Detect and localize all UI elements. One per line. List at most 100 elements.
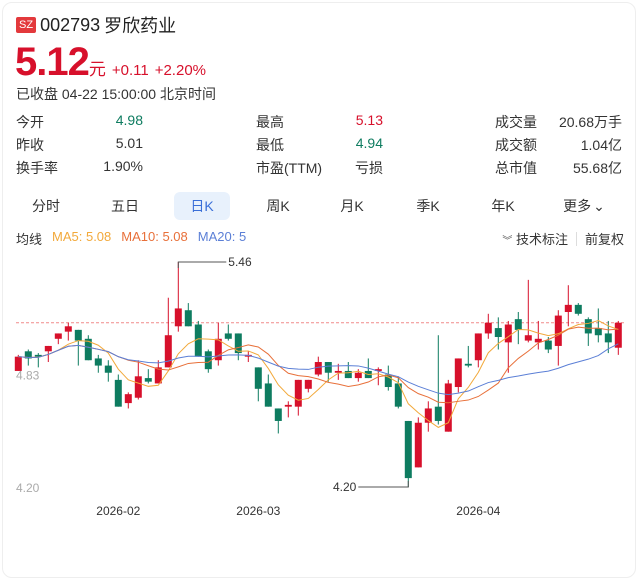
stock-name: 罗欣药业 — [104, 16, 177, 36]
chart-tools: ︾ 技术标注 前复权 — [502, 229, 624, 248]
chevron-down-icon: ⌄ — [593, 198, 605, 214]
min-price-label: 4.20 — [333, 480, 357, 494]
max-marker-line — [177, 261, 227, 268]
candle-body — [274, 408, 282, 421]
candle-body — [414, 422, 422, 468]
candle-body — [254, 367, 262, 389]
candle-body — [504, 324, 512, 343]
candle-body — [544, 340, 552, 350]
stat-label: 市盈(TTM) — [256, 160, 323, 176]
candle-body — [614, 322, 622, 348]
tab-0[interactable]: 分时 — [18, 192, 74, 220]
price-change: +0.11 — [111, 62, 149, 79]
candle-body — [174, 308, 182, 327]
price-row: 5.12 元 +0.11 +2.20% — [15, 40, 212, 85]
stock-header: SZ 002793 罗欣药业 — [16, 12, 176, 38]
candle-body — [314, 362, 322, 375]
stat-label: 成交量 — [495, 114, 537, 130]
candle-body — [134, 376, 142, 398]
tab-5[interactable]: 季K — [400, 192, 456, 220]
candle-body — [514, 319, 522, 330]
y-tick-label: 4.20 — [16, 481, 40, 495]
candle-body — [204, 351, 212, 370]
max-price-label: 5.46 — [228, 255, 252, 269]
x-tick-label: 2026-04 — [456, 504, 501, 518]
candle-body — [14, 356, 22, 371]
candle-body — [554, 315, 562, 346]
stat-label: 今开 — [16, 114, 44, 130]
candle-body — [584, 319, 592, 334]
tab-label: 五日 — [111, 198, 139, 214]
candle-body — [384, 374, 392, 388]
candle-body — [594, 328, 602, 336]
candle-body — [444, 383, 452, 432]
candle-body — [214, 338, 222, 361]
stat-label: 成交额 — [495, 137, 537, 153]
candle-body — [224, 333, 232, 339]
stat-value: 20.68万手 — [558, 114, 622, 130]
ma10-value: MA10: 5.08 — [121, 229, 188, 244]
candle-body — [194, 324, 202, 357]
candle-body — [344, 370, 352, 379]
tab-3[interactable]: 周K — [250, 192, 306, 220]
candle-body — [164, 335, 172, 368]
adjust-button[interactable]: 前复权 — [584, 232, 624, 247]
tab-6[interactable]: 年K — [475, 192, 531, 220]
candle-body — [304, 379, 312, 389]
tab-7[interactable]: 更多 ⌄ — [556, 192, 612, 220]
candle-body — [324, 362, 332, 373]
ma-legend: 均线 MA5: 5.08 MA10: 5.08 MA20: 5 — [16, 229, 246, 248]
candle-body — [604, 333, 612, 343]
candle-body — [524, 335, 532, 341]
candle-body — [64, 326, 72, 332]
stat-value: 1.90% — [103, 158, 143, 174]
kline-chart[interactable]: 4.83 4.20 5.46 4.20 — [0, 250, 638, 505]
candle-body — [294, 379, 302, 407]
price-unit: 元 — [88, 60, 106, 79]
candle-body — [94, 358, 102, 366]
tab-label: 月K — [340, 198, 364, 214]
candle-body — [144, 378, 152, 382]
candle-body — [474, 333, 482, 361]
tab-label: 更多 — [563, 198, 592, 214]
stat-value: 4.94 — [355, 135, 383, 151]
current-price: 5.12 — [15, 40, 90, 84]
x-tick-label: 2026-03 — [236, 504, 281, 518]
candle-body — [564, 304, 572, 313]
candle-body — [114, 379, 122, 407]
candle-body — [74, 329, 82, 341]
candle-body — [464, 363, 472, 366]
candle-body — [54, 333, 62, 339]
candle-body — [264, 383, 272, 407]
candle-body — [534, 338, 542, 343]
y-tick-label: 4.83 — [16, 369, 40, 383]
tab-2[interactable]: 日K — [174, 192, 230, 220]
tab-1[interactable]: 五日 — [97, 192, 153, 220]
price-change-pct: +2.20% — [154, 62, 206, 79]
candle-body — [184, 310, 192, 327]
stat-value: 1.04亿 — [580, 137, 622, 153]
stat-value: 5.01 — [115, 135, 143, 151]
period-tabs: 分时 五日 日K 周K 月K 季K 年K 更多 ⌄ — [0, 192, 638, 220]
candle-body — [454, 358, 462, 388]
stat-label: 总市值 — [495, 160, 537, 176]
candle-body — [234, 333, 242, 354]
annotate-toggle[interactable]: ︾ 技术标注 — [502, 229, 568, 248]
min-marker-line — [358, 481, 409, 488]
stat-label: 最高 — [256, 114, 284, 130]
candle-body — [44, 345, 52, 352]
tab-label: 年K — [491, 198, 515, 214]
annotate-label: 技术标注 — [515, 232, 568, 247]
candle-body — [434, 406, 442, 421]
tab-label: 分时 — [32, 198, 60, 214]
tab-label: 日K — [190, 198, 214, 214]
candle-body — [484, 322, 492, 334]
stock-code: 002793 — [40, 14, 101, 35]
tab-4[interactable]: 月K — [324, 192, 380, 220]
ma5-value: MA5: 5.08 — [52, 229, 112, 244]
stat-label: 最低 — [256, 137, 284, 153]
chevron-down-icon: ︾ — [502, 236, 513, 247]
candle-body — [34, 354, 42, 357]
stat-value: 4.98 — [115, 112, 143, 128]
